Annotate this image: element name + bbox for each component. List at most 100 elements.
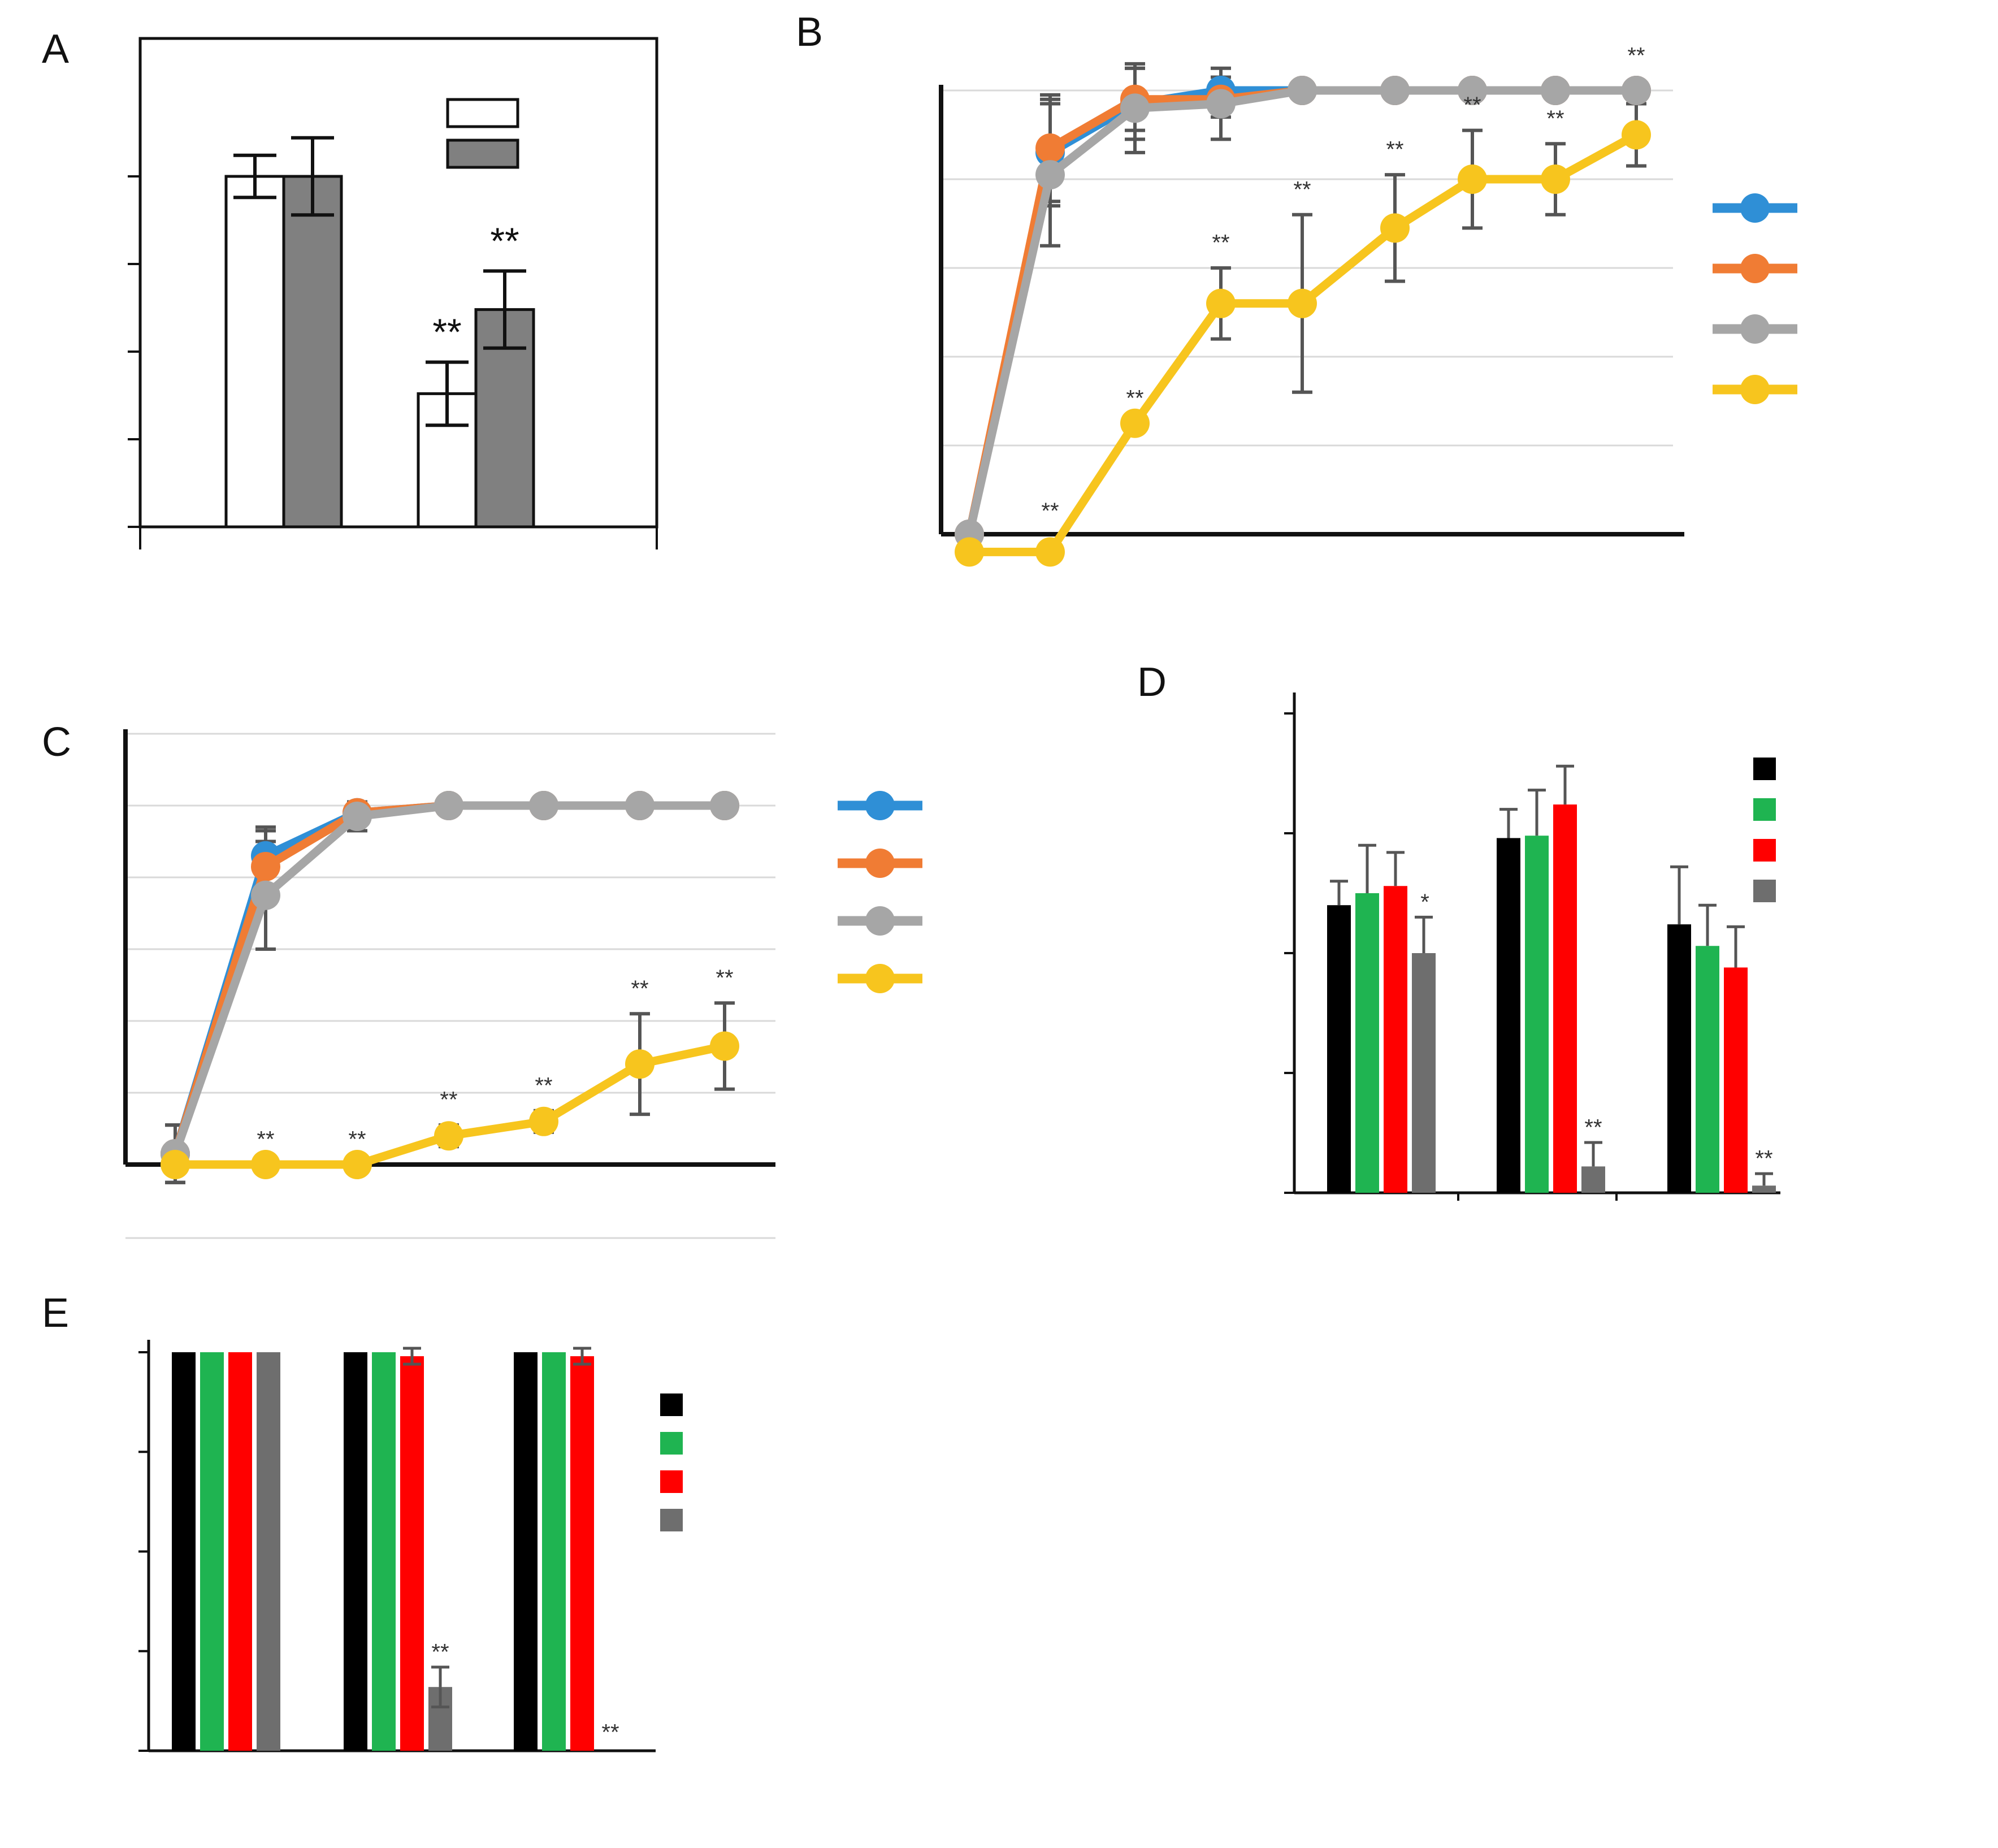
error-bar (1556, 764, 1574, 805)
data-point-hd2b (625, 791, 655, 820)
data-point-hd2ahd2b (1380, 213, 1410, 243)
bar-hd2ahd2b (1412, 953, 1436, 1193)
panel-letter: C (42, 720, 71, 765)
panel-letter: E (42, 1291, 69, 1336)
significance-marker: ** (1041, 499, 1059, 523)
data-point-hd2b (1541, 76, 1570, 105)
bar-hd2b (1553, 804, 1577, 1193)
bar-hd2b (228, 1352, 252, 1751)
bar-hd2a (372, 1352, 396, 1751)
panel-b: ** ** ** ** ** ** ** ** (939, 43, 1797, 567)
data-point-hd2ahd2b (625, 1049, 655, 1079)
legend-swatch (1753, 880, 1776, 902)
bar-hd2b (570, 1356, 594, 1751)
significance-marker: ** (432, 311, 461, 353)
bar-hd2a (1355, 893, 1379, 1193)
bar-hd2ahd2b (257, 1352, 280, 1751)
bar-hd2a (224, 175, 285, 529)
error-bar (1670, 865, 1688, 925)
bar-hd2a (542, 1352, 566, 1751)
legend-swatch (660, 1509, 683, 1531)
panel-a: ** ** (128, 37, 658, 549)
bar-hd2b (1384, 886, 1407, 1193)
significance-marker: ** (535, 1073, 552, 1098)
data-point-hd2b (434, 791, 463, 820)
legend-marker (865, 964, 895, 993)
panel-e: ** ** (138, 1340, 683, 1752)
bar-hd2b (400, 1356, 424, 1751)
error-bar (233, 153, 276, 200)
data-point-hd2b (1288, 76, 1317, 105)
legend-swatch (1753, 798, 1776, 821)
legend-marker (865, 791, 895, 820)
data-point-hd2b (1120, 93, 1150, 123)
legend-swatch (446, 139, 519, 169)
data-point-hd2ahd2b (529, 1106, 558, 1136)
plot-frame (138, 37, 658, 529)
bar-hd2ahd2b (1752, 1185, 1776, 1193)
legend-marker (1740, 254, 1770, 283)
bar-WT (514, 1352, 538, 1751)
data-point-hd2ahd2b (1288, 288, 1317, 318)
legend-marker (865, 906, 895, 936)
error-bar (1386, 851, 1405, 886)
panel-letter: A (42, 27, 69, 72)
bar-hd2ahd2b (1581, 1166, 1605, 1193)
error-bar (1358, 843, 1376, 893)
significance-marker: ** (1126, 386, 1143, 410)
data-point-hd2ahd2b (1035, 537, 1065, 567)
data-point-hd2ahd2b (434, 1121, 463, 1151)
legend-swatch (660, 1432, 683, 1455)
significance-marker: ** (1293, 177, 1311, 202)
legend-marker (865, 849, 895, 878)
significance-marker: ** (1627, 43, 1645, 68)
data-point-hd2ahd2b (1206, 288, 1236, 318)
data-point-hd2b (251, 880, 280, 910)
data-point-hd2ahd2b (1458, 165, 1487, 194)
significance-marker: ** (1386, 137, 1403, 162)
bar-WT (1497, 838, 1520, 1193)
error-bar (1755, 1172, 1773, 1186)
legend-swatch (1753, 758, 1776, 780)
panel-letter: D (1137, 660, 1167, 705)
error-bar (431, 1665, 449, 1708)
data-point-hd2ahd2b (161, 1150, 190, 1179)
bar-hd2a (200, 1352, 224, 1751)
data-point-hd2ahd2b (1541, 165, 1570, 194)
panel-d: ***** (1284, 693, 1780, 1201)
bar-WT (172, 1352, 196, 1751)
error-bar (1499, 808, 1518, 838)
significance-marker: ** (348, 1127, 366, 1152)
panel-letter: B (796, 10, 823, 55)
legend-swatch (660, 1470, 683, 1493)
data-point-hd2b (1622, 76, 1651, 105)
significance-marker: ** (431, 1640, 449, 1665)
bar-hd2a (1525, 836, 1549, 1193)
data-point-hd2ahd2b (1120, 408, 1150, 438)
data-point-hd2b (343, 802, 372, 832)
significance-marker: ** (1463, 93, 1481, 118)
legend-marker (1740, 193, 1770, 223)
data-point-hd2b (1458, 76, 1487, 105)
error-bar (573, 1347, 591, 1366)
data-point-hd2b (1035, 160, 1065, 190)
legend-marker (1740, 375, 1770, 404)
legend-swatch (660, 1393, 683, 1416)
data-point-hd2ahd2b (955, 537, 984, 567)
error-bar (1727, 925, 1745, 968)
significance-marker: ** (601, 1720, 619, 1745)
significance-marker: ** (1584, 1115, 1602, 1140)
error-bar (1528, 789, 1546, 836)
data-point-hd2ahd2b (1622, 120, 1651, 150)
error-bar (1330, 880, 1348, 906)
legend-swatch (1753, 839, 1776, 862)
data-point-hd2b (1206, 89, 1236, 119)
data-point-hd2ahd2b (710, 1031, 739, 1061)
data-point-hd2a (1035, 133, 1065, 163)
bar-WT (1327, 905, 1351, 1193)
significance-marker: ** (1546, 106, 1564, 131)
error-bar (403, 1347, 421, 1366)
significance-marker: * (1420, 890, 1429, 915)
significance-marker: ** (631, 976, 648, 1001)
legend-swatch (446, 98, 519, 128)
